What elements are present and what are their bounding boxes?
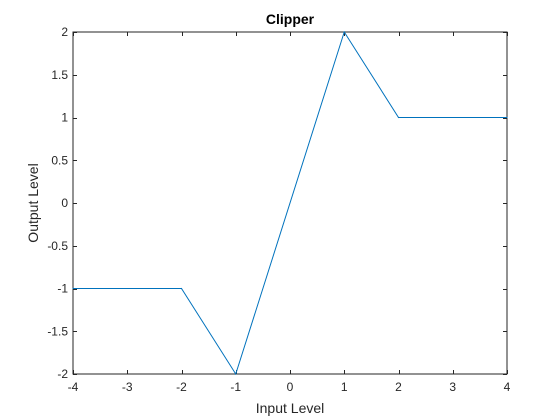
x-tick-label: 2	[395, 380, 402, 394]
series-line	[73, 30, 507, 376]
x-tick-labels: -4 -3 -2 -1 0 1 2 3 4	[68, 380, 511, 394]
y-tick-label: 1	[61, 111, 68, 125]
x-tick-label: 4	[504, 380, 511, 394]
y-tick-label: 1.5	[51, 68, 68, 82]
data-point	[235, 373, 237, 375]
data-point	[72, 287, 74, 290]
data-point	[343, 31, 345, 33]
data-point	[397, 116, 400, 119]
y-tick-label: 2	[61, 25, 68, 39]
x-tick-label: -4	[68, 380, 79, 394]
y-axis-label: Output Level	[25, 163, 41, 242]
y-tick-label: -2	[57, 367, 68, 381]
x-tick-label: 1	[341, 380, 348, 394]
x-tick-label: -3	[122, 380, 133, 394]
data-point	[180, 287, 183, 290]
x-tick-label: -1	[230, 380, 241, 394]
series-group	[72, 30, 508, 376]
x-tick-label: 3	[449, 380, 456, 394]
x-tick-label: -2	[176, 380, 187, 394]
data-point	[506, 116, 508, 119]
y-tick-label: -1.5	[47, 324, 68, 338]
x-tick-label: 0	[287, 380, 294, 394]
y-tick-label: 0	[61, 196, 68, 210]
y-tick-labels: -2 -1.5 -1 -0.5 0 0.5 1 1.5 2	[47, 25, 68, 381]
chart-title: Clipper	[266, 11, 315, 27]
y-tick-label: 0.5	[51, 153, 68, 167]
x-axis-label: Input Level	[256, 400, 325, 416]
y-tick-label: -0.5	[47, 239, 68, 253]
y-tick-label: -1	[57, 282, 68, 296]
